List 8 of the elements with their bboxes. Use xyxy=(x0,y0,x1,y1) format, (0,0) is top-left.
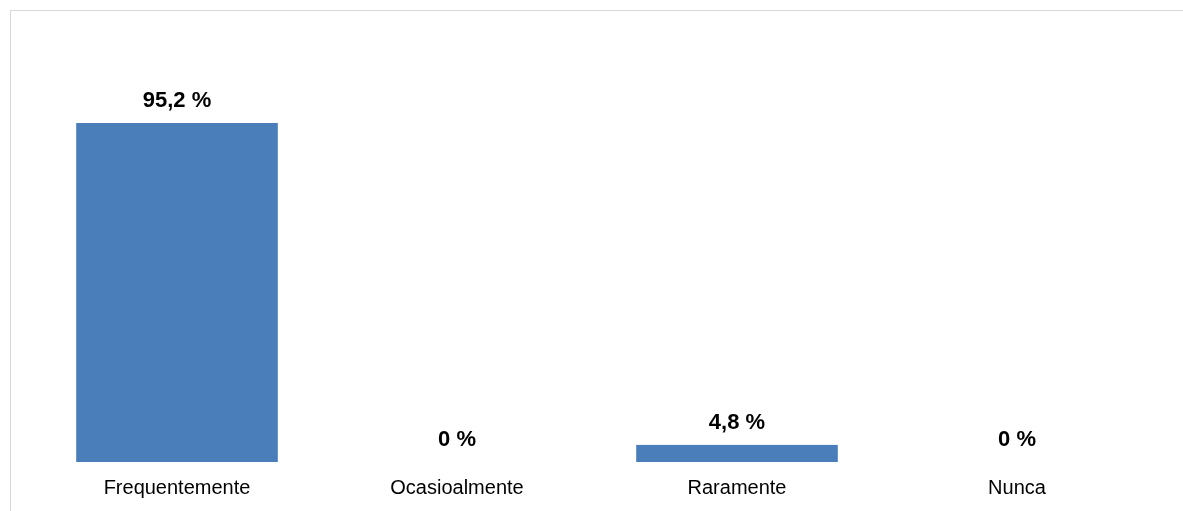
x-tick-label: Raramente xyxy=(687,476,787,499)
data-label: 0 % xyxy=(998,426,1036,451)
x-tick-label: Ocasioalmente xyxy=(390,476,524,499)
data-label: 0 % xyxy=(438,426,476,451)
data-label: 95,2 % xyxy=(142,87,212,112)
x-tick-label: Frequentemente xyxy=(103,476,251,499)
data-label: 4,8 % xyxy=(708,408,766,434)
x-tick-label: Nunca xyxy=(988,476,1047,499)
